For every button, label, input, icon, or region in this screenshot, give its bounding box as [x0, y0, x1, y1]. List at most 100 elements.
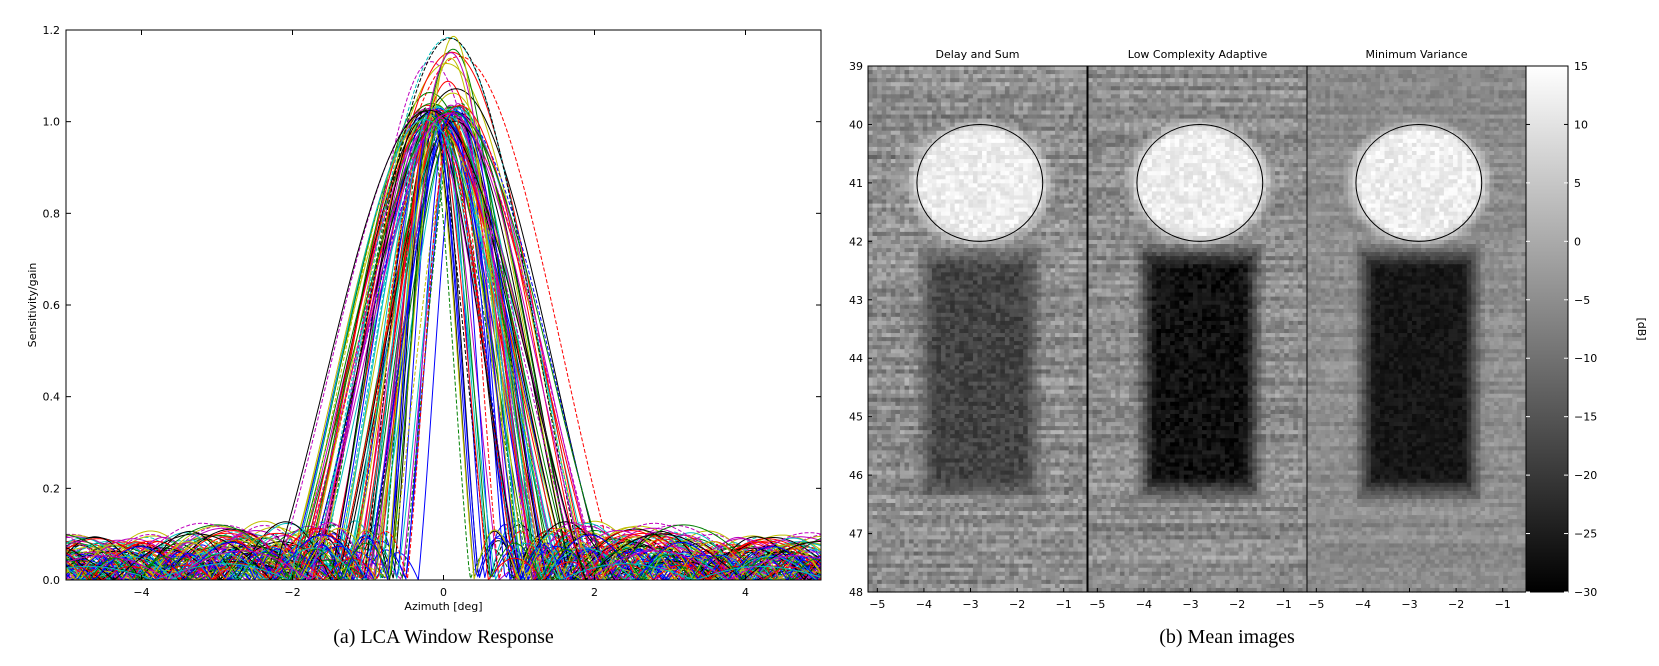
pixel	[1078, 297, 1083, 302]
pixel	[987, 361, 992, 366]
pixel	[927, 402, 932, 407]
pixel	[955, 349, 960, 354]
pixel	[905, 82, 910, 87]
pixel	[1078, 454, 1083, 459]
pixel	[1032, 272, 1037, 277]
pixel	[927, 195, 932, 200]
pixel	[1014, 70, 1019, 75]
pixel	[905, 167, 910, 172]
pixel	[946, 256, 951, 261]
pixel	[868, 111, 873, 116]
pixel	[905, 369, 910, 374]
pixel	[895, 220, 900, 225]
pixel	[886, 94, 891, 99]
pixel	[1064, 313, 1069, 318]
pixel	[1055, 317, 1060, 322]
pixel	[905, 361, 910, 366]
pixel	[914, 86, 919, 91]
pixel	[1051, 450, 1056, 455]
pixel	[1023, 252, 1028, 257]
pixel	[1069, 426, 1074, 431]
pixel	[1060, 317, 1065, 322]
pixel	[1064, 450, 1069, 455]
pixel	[927, 163, 932, 168]
pixel	[941, 426, 946, 431]
pixel	[886, 127, 891, 132]
pixel	[955, 280, 960, 285]
pixel	[982, 398, 987, 403]
pixel	[891, 240, 896, 245]
pixel	[1028, 155, 1033, 160]
pixel	[991, 252, 996, 257]
pixel	[932, 260, 937, 265]
pixel	[1032, 414, 1037, 419]
pixel	[1032, 119, 1037, 124]
response-curve	[66, 121, 821, 581]
pixel	[982, 74, 987, 79]
pixel	[955, 167, 960, 172]
pixel	[1055, 284, 1060, 289]
pixel	[991, 264, 996, 269]
pixel	[900, 90, 905, 95]
pixel	[882, 414, 887, 419]
pixel	[914, 369, 919, 374]
pixel	[946, 167, 951, 172]
pixel	[1041, 78, 1046, 83]
pixel	[1051, 410, 1056, 415]
pixel	[978, 179, 983, 184]
pixel	[1009, 256, 1014, 261]
pixel	[868, 106, 873, 111]
pixel	[959, 418, 964, 423]
pixel	[968, 394, 973, 399]
pixel	[991, 382, 996, 387]
pixel	[918, 313, 923, 318]
pixel	[1009, 329, 1014, 334]
pixel	[991, 86, 996, 91]
pixel	[996, 94, 1001, 99]
pixel	[1041, 390, 1046, 395]
pixel	[1078, 398, 1083, 403]
pixel	[941, 183, 946, 188]
pixel	[900, 418, 905, 423]
pixel	[882, 86, 887, 91]
pixel	[914, 446, 919, 451]
pixel	[968, 139, 973, 144]
pixel	[991, 402, 996, 407]
pixel	[1023, 309, 1028, 314]
pixel	[1009, 280, 1014, 285]
pixel	[1014, 313, 1019, 318]
pixel	[900, 94, 905, 99]
pixel	[987, 341, 992, 346]
pixel	[1055, 228, 1060, 233]
pixel	[996, 159, 1001, 164]
pixel	[1041, 106, 1046, 111]
pixel	[1051, 438, 1056, 443]
pixel	[955, 90, 960, 95]
pixel	[982, 171, 987, 176]
pixel	[923, 220, 928, 225]
pixel	[1014, 191, 1019, 196]
pixel	[978, 195, 983, 200]
pixel	[873, 434, 878, 439]
pixel	[1028, 228, 1033, 233]
pixel	[964, 111, 969, 116]
pixel	[946, 430, 951, 435]
pixel	[982, 119, 987, 124]
pixel	[905, 297, 910, 302]
pixel	[886, 410, 891, 415]
pixel	[1078, 386, 1083, 391]
pixel	[873, 325, 878, 330]
pixel	[923, 94, 928, 99]
pixel	[978, 139, 983, 144]
response-curve	[66, 120, 821, 580]
pixel	[987, 90, 992, 95]
pixel	[905, 321, 910, 326]
pixel	[987, 224, 992, 229]
pixel	[1078, 98, 1083, 103]
pixel	[1014, 390, 1019, 395]
pixel	[927, 102, 932, 107]
pixel	[1041, 143, 1046, 148]
pixel	[950, 159, 955, 164]
pixel	[1041, 159, 1046, 164]
pixel	[932, 123, 937, 128]
